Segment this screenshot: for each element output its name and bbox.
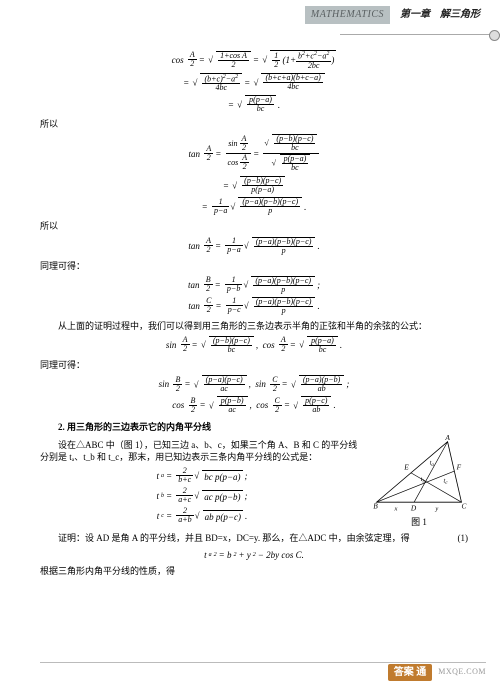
eq-cos-line1: cos A2 = 1+cos A2 = 12 (1+b2+c2−a22bc) — [40, 50, 468, 71]
page: MATHEMATICS 第一章 解三角形 cos A2 = 1+cos A2 =… — [0, 0, 500, 687]
content: cos A2 = 1+cos A2 = 12 (1+b2+c2−a22bc) =… — [40, 50, 468, 577]
page-header: MATHEMATICS 第一章 解三角形 — [305, 6, 480, 24]
eq-law-cos: ta2 = b2 + y2 − 2by cos C. — [40, 549, 468, 561]
section-2-text: 设在△ABC 中（图 1），已知三边 a、b、c，如果三个角 A、B 和 C 的… — [40, 435, 364, 527]
page-footer: 答案 通 MXQE.COM — [388, 664, 486, 682]
header-subject: MATHEMATICS — [305, 6, 390, 24]
figure-caption: 图 1 — [370, 516, 468, 528]
fig-label-C: C — [461, 502, 466, 511]
eq-tb: tb = 2a+c ac p(p−b); — [40, 487, 364, 505]
para-tongli-1: 同理可得： — [40, 260, 468, 272]
para-tongli-2: 同理可得： — [40, 359, 468, 371]
para-congshang: 从上面的证明过程中，我们可以得到用三角形的三条边表示半角的正弦和半角的余弦的公式… — [40, 320, 468, 332]
eq-sinA-cosA: sin A2 = (p−b)(p−c)bc, cos A2 = p(p−a)bc… — [40, 336, 468, 355]
para-sec2-intro: 设在△ABC 中（图 1），已知三边 a、b、c，如果三个角 A、B 和 C 的… — [40, 439, 364, 463]
fig-label-A: A — [444, 435, 450, 442]
eq-tanC: tan C2 = 1p−c (p−a)(p−b)(p−c)p. — [40, 297, 468, 316]
eq-tan-line3: = 1p−a (p−a)(p−b)(p−c)p. — [40, 197, 468, 216]
triangle-figure-icon: A B C D E F ta tb tc x y — [370, 435, 468, 513]
eq-cos-line2: = (b+c)2−a24bc = (b+c+a)(b+c−a)4bc — [40, 73, 468, 94]
header-chapter: 第一章 解三角形 — [400, 8, 480, 22]
proof-text: 证明：设 AD 是角 A 的平分线，并且 BD=x，DC=y. 那么，在△ADC… — [58, 533, 410, 543]
para-suoyi-2: 所以 — [40, 220, 468, 232]
fig-label-F: F — [456, 463, 462, 472]
watermark: MXQE.COM — [438, 667, 486, 678]
section-2-body: 设在△ABC 中（图 1），已知三边 a、b、c，如果三个角 A、B 和 C 的… — [40, 435, 468, 528]
eq-sinB-sinC: sin B2 = (p−a)(p−c)ac, sin C2 = (p−a)(p−… — [40, 375, 468, 394]
eq-ta: ta = 2b+c bc p(p−a); — [40, 467, 364, 485]
eq-tanB: tan B2 = 1p−b (p−a)(p−b)(p−c)p; — [40, 276, 468, 295]
eq-tan-line2: = (p−b)(p−c)p(p−a) — [40, 176, 468, 195]
fig-label-y: y — [434, 505, 438, 512]
fig-label-tb: tb — [421, 476, 426, 485]
figure-1: A B C D E F ta tb tc x y 图 1 — [370, 435, 468, 528]
header-dot-icon — [489, 30, 500, 41]
eq-tanA-final: tan A2 = 1p−a (p−a)(p−b)(p−c)p. — [40, 237, 468, 256]
para-proof: 证明：设 AD 是角 A 的平分线，并且 BD=x，DC=y. 那么，在△ADC… — [40, 532, 468, 544]
eq-tan-line1: tan A2 = sin A2cos A2 = (p−b)(p−c)bc p(p… — [40, 134, 468, 174]
fig-label-tc: tc — [444, 478, 449, 487]
answer-badge: 答案 通 — [388, 664, 433, 682]
eq-cos-line3: = p(p−a)bc. — [40, 95, 468, 114]
fig-label-ta: ta — [430, 460, 435, 469]
fig-label-B: B — [373, 502, 378, 511]
fig-label-D: D — [410, 503, 417, 512]
section-2-title: 2. 用三角形的三边表示它的内角平分线 — [40, 421, 468, 433]
eq-cosB-cosC: cos B2 = p(p−b)ac, cos C2 = p(p−c)ab. — [40, 396, 468, 415]
para-suoyi-1: 所以 — [40, 118, 468, 130]
para-genju: 根据三角形内角平分线的性质，得 — [40, 565, 468, 577]
header-rule — [340, 34, 500, 35]
eq-tc: tc = 2a+b ab p(p−c). — [40, 507, 364, 525]
eq-number-1: (1) — [440, 532, 469, 544]
fig-label-x: x — [394, 505, 398, 512]
fig-label-E: E — [403, 463, 409, 472]
